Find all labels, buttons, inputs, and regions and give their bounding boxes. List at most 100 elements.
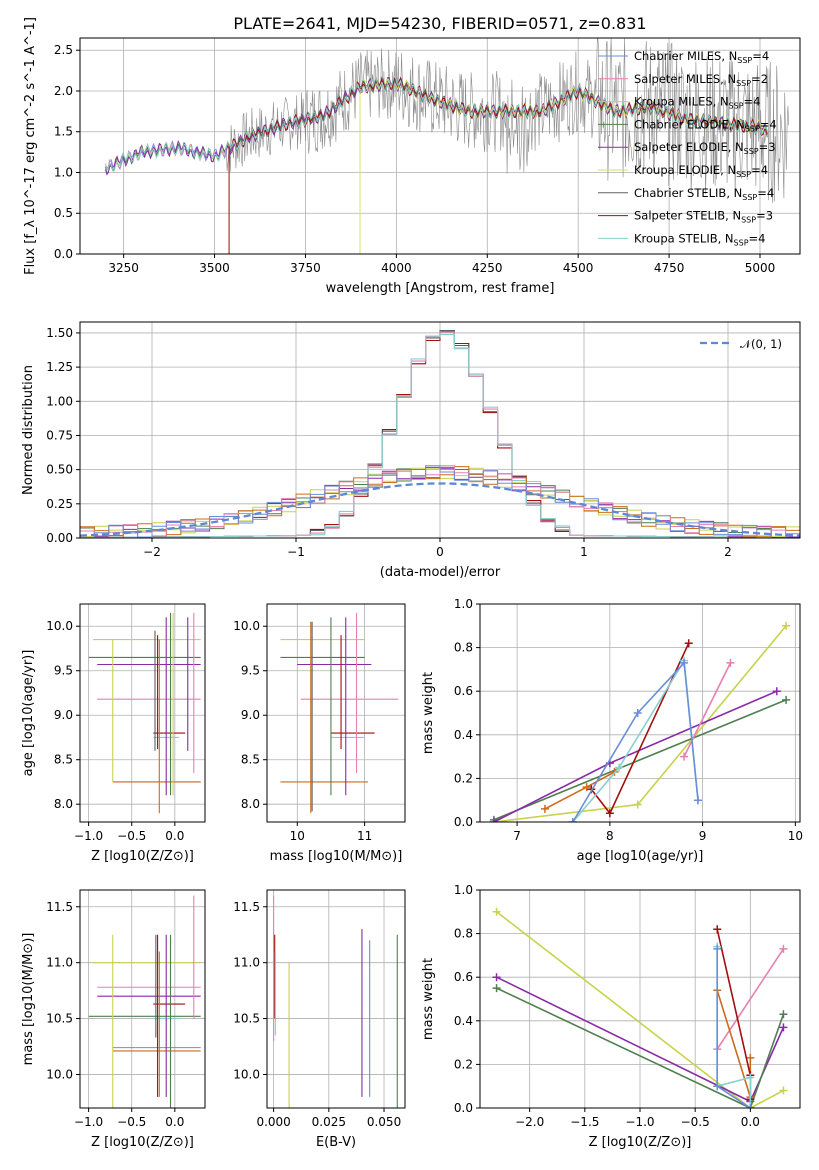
y-tick-label: 0.2 [454,1057,473,1071]
y-tick-label: 1.0 [454,597,473,611]
legend-entry: Chabrier STELIB, NSSP=4 [634,186,774,202]
y-tick-label: 0.25 [46,497,73,511]
data-point [633,709,642,717]
x-tick-label: 2 [724,545,732,559]
data-point [605,809,614,818]
panel-mass-weight-vs-age: 7 8 9 10 0.0 0.2 0.4 0.6 0.8 1.0 age [log10(age/yr… [421,597,803,864]
data-point [680,658,689,667]
axes-frame [266,889,406,1109]
data-point [633,800,642,809]
x-tick-label: 10 [290,829,305,843]
weight-line [493,625,787,822]
legend-entry: Kroupa STELIB, NSSP=4 [634,231,765,247]
x-tick-label: 0.0 [741,1115,760,1129]
y-tick-label: 10.5 [46,1012,73,1026]
y-tick-label: 10.0 [233,1067,260,1081]
plot-area-mass-vs-ebv [273,895,398,1108]
weight-line [496,987,785,1108]
x-axis-label: age [log10(age/yr)] [577,849,704,864]
x-tick-label: −0.5 [681,1115,710,1129]
x-tick-label: 4500 [563,261,594,275]
weight-line [493,699,787,821]
data-point [779,1023,788,1032]
x-tick-label: 5000 [745,261,776,275]
spectrum-data [225,38,789,203]
y-tick-label: 9.0 [54,708,73,722]
panel-residuals: 𝒩(0, 1) −2 −1 0 1 2 0.00 0.25 0.50 0.75 1.00 1.25 1.… [21,321,801,580]
data-point [746,1053,755,1062]
x-tick-label: 0.000 [256,1115,290,1129]
y-tick-label: 0.8 [454,927,473,941]
x-tick-label: −0.5 [117,1115,146,1129]
y-tick-label: 8.0 [54,797,73,811]
x-axis-label: (data-model)/error [380,565,501,580]
y-tick-label: 1.00 [46,394,73,408]
y-tick-label: 2.5 [54,43,73,57]
x-tick-label: 0 [436,545,444,559]
legend-entry: Kroupa ELODIE, NSSP=4 [634,163,768,179]
normal-curve [80,482,800,537]
weight-line [716,948,785,1050]
data-point [779,1086,788,1095]
x-tick-label: 4000 [381,261,412,275]
x-tick-label: 4250 [472,261,503,275]
x-tick-label: 0.050 [367,1115,401,1129]
y-tick-label: 1.25 [46,360,73,374]
axes-frame [79,603,206,823]
y-tick-label: 0.6 [454,970,473,984]
legend-entry: Kroupa MILES, NSSP=4 [634,95,760,111]
data-point [540,804,549,813]
plot-area-age-vs-mass [280,612,399,814]
y-tick-label: 0.4 [454,728,473,742]
x-tick-label: −1 [287,545,305,559]
weight-line [716,929,752,1100]
x-tick-label: 7 [513,829,521,843]
weight-line [716,946,752,1108]
data-point [489,818,498,822]
y-tick-label: 0.4 [454,1014,473,1028]
x-tick-label: −1.5 [570,1115,599,1129]
histogram-wide [80,466,800,538]
plot-area-residuals [80,330,800,538]
panel-mass-vs-z: −1.0 −0.5 0.0 10.0 10.5 11.0 11.5 Z [log10(Z/Z⊙… [21,889,206,1150]
data-point [713,925,722,934]
legend-entry: 𝒩(0, 1) [740,337,782,351]
data-point [779,944,788,953]
x-axis-label: mass [log10(M/M⊙)] [270,849,403,864]
x-tick-label: 10 [788,829,803,843]
x-tick-label: 9 [699,829,707,843]
x-tick-label: −1.0 [625,1115,654,1129]
y-tick-label: 9.0 [241,708,260,722]
y-tick-label: 0.5 [54,206,73,220]
data-point [492,907,501,916]
panel-age-vs-mass: 10 11 8.0 8.5 9.0 9.5 10.0 mass [log10(M/M⊙)] [233,603,406,864]
x-tick-label: −2.0 [515,1115,544,1129]
x-tick-label: 0.0 [165,1115,184,1129]
y-tick-label: 1.50 [46,326,73,340]
legend-entry: Salpeter MILES, NSSP=2 [634,72,768,88]
histogram-narrow [80,334,800,538]
y-tick-label: 0.0 [454,1101,473,1115]
data-point [568,818,577,822]
y-tick-label: 10.0 [233,619,260,633]
y-tick-label: 11.5 [46,900,73,914]
y-tick-label: 9.5 [54,664,73,678]
x-tick-label: 0.0 [165,829,184,843]
weight-line [590,642,690,815]
data-point [782,621,791,630]
axes-frame [266,603,406,823]
y-tick-label: 0.8 [454,641,473,655]
data-point [726,658,735,667]
plot-area-mass-weight-vs-age [489,621,791,822]
plot-area-age-vs-z [88,612,201,814]
data-point [782,695,791,704]
data-point [582,783,591,792]
y-tick-label: 1.0 [54,165,73,179]
y-tick-label: 0.2 [454,771,473,785]
y-tick-label: 8.0 [241,797,260,811]
y-tick-label: 2.0 [54,84,73,98]
legend-entry: Salpeter STELIB, NSSP=3 [634,209,773,225]
x-tick-label: −0.5 [117,829,146,843]
legend-entry: Chabrier ELODIE, NSSP=4 [634,117,777,133]
data-point [693,796,702,805]
